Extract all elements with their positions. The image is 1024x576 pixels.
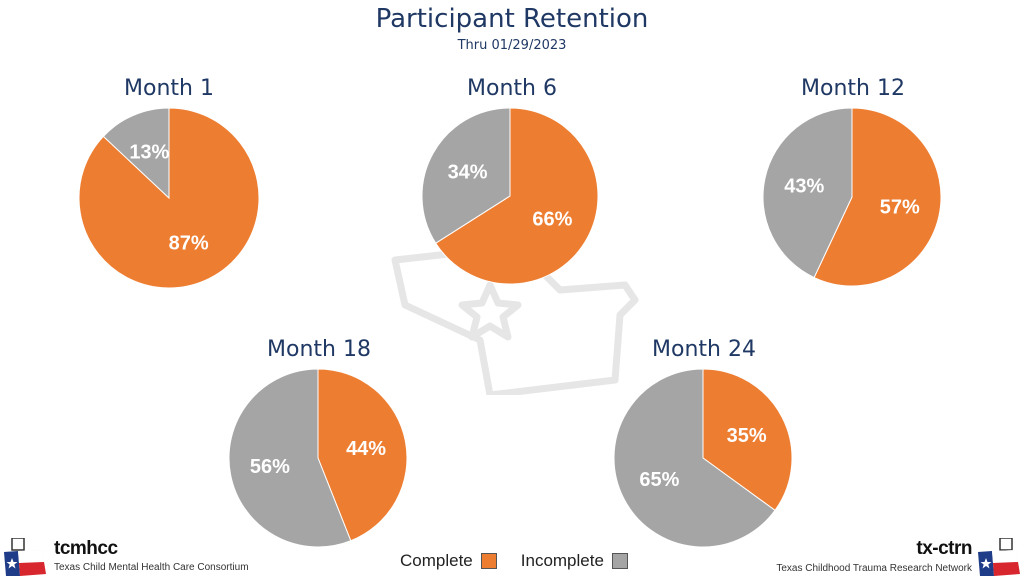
pie-slice-incomplete xyxy=(102,107,170,200)
legend-complete-label: Complete xyxy=(400,551,473,570)
data-label-complete: 57% xyxy=(880,197,920,219)
data-label-incomplete: 43% xyxy=(784,175,824,197)
tcmhcc-logo-subtitle: Texas Child Mental Health Care Consortiu… xyxy=(54,562,249,573)
pie-chart-month-18: Month 18 44% 56% xyxy=(228,337,409,552)
pie-slice-incomplete xyxy=(421,107,511,244)
pie-chart-month-12: Month 12 57% 43% xyxy=(762,76,943,291)
chart-title: Month 6 xyxy=(467,76,557,101)
data-label-complete: 87% xyxy=(169,232,209,254)
tcmhcc-logo: tcmhcc Texas Child Mental Health Care Co… xyxy=(0,532,249,576)
legend-complete-swatch xyxy=(480,553,497,569)
pie-slice-incomplete xyxy=(228,368,352,548)
legend-incomplete-label: Incomplete xyxy=(520,551,604,570)
pie-slice-complete xyxy=(813,107,942,287)
chart-title: Month 12 xyxy=(801,76,905,101)
tx-ctrn-logo-name: tx-ctrn xyxy=(916,538,972,559)
pie-slice-complete xyxy=(702,368,793,512)
pie-slice-incomplete xyxy=(762,107,853,279)
tcmhcc-logo-name: tcmhcc xyxy=(54,538,118,559)
page-subtitle: Thru 01/29/2023 xyxy=(457,38,567,53)
chart-title: Month 18 xyxy=(267,337,371,362)
pie-slice-incomplete xyxy=(613,368,776,548)
chart-title: Month 1 xyxy=(124,76,214,101)
data-label-incomplete: 34% xyxy=(448,162,488,184)
data-label-incomplete: 13% xyxy=(129,142,169,164)
tx-ctrn-logo-subtitle: Texas Childhood Trauma Research Network xyxy=(776,563,972,574)
data-label-complete: 66% xyxy=(532,208,572,230)
data-label-complete: 44% xyxy=(346,438,386,460)
data-label-incomplete: 56% xyxy=(250,456,290,478)
pie-chart-month-1: Month 1 87% 13% xyxy=(78,76,260,291)
texas-flag-icon xyxy=(4,538,46,576)
pie-chart-month-6: Month 6 66% 34% xyxy=(421,76,602,291)
data-label-incomplete: 65% xyxy=(639,469,679,491)
legend-incomplete-swatch xyxy=(611,553,628,569)
pie-slice-complete xyxy=(317,368,408,542)
data-label-complete: 35% xyxy=(727,425,767,447)
tx-ctrn-logo: tx-ctrn Texas Childhood Trauma Research … xyxy=(754,532,1024,576)
pie-slice-complete xyxy=(435,107,599,285)
chart-legend: Complete Incomplete xyxy=(400,551,628,571)
chart-title: Month 24 xyxy=(652,337,756,362)
texas-flag-icon xyxy=(978,538,1020,576)
pie-chart-month-24: Month 24 35% 65% xyxy=(613,337,794,552)
page-title: Participant Retention xyxy=(375,4,649,34)
